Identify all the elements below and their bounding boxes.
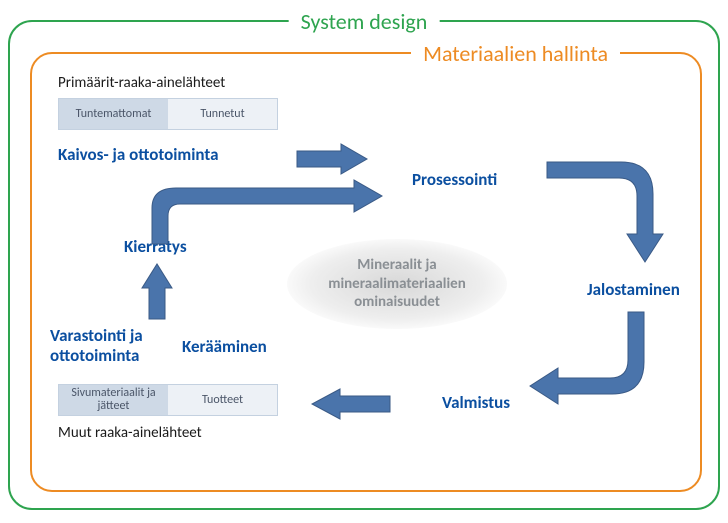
bar-other: Sivumateriaalit ja jätteet Tuotteet bbox=[58, 384, 278, 416]
stage-processing: Prosessointi bbox=[412, 169, 497, 190]
inner-frame-title: Materiaalien hallinta bbox=[411, 40, 620, 67]
arrow-refining-to-manufacturing bbox=[530, 312, 660, 412]
outer-frame-title: System design bbox=[289, 8, 440, 35]
center-ellipse-text: Mineraalit ja mineraalimateriaalien omin… bbox=[287, 256, 507, 312]
bar-primary: Tuntemattomat Tunnetut bbox=[58, 98, 278, 130]
bar-primary-left: Tuntemattomat bbox=[59, 99, 168, 129]
bar-other-right: Tuotteet bbox=[168, 385, 277, 415]
bar-other-left: Sivumateriaalit ja jätteet bbox=[59, 385, 168, 415]
stage-storage: Varastointi ja ottotoiminta bbox=[50, 326, 180, 367]
stage-refining: Jalostaminen bbox=[587, 279, 680, 300]
arrow-storage-to-recycling bbox=[140, 264, 174, 319]
inner-frame: Materiaalien hallinta Primäärit-raaka-ai… bbox=[30, 52, 702, 492]
arrow-mining-to-processing bbox=[297, 142, 367, 176]
heading-other-sources: Muut raaka-ainelähteet bbox=[58, 424, 202, 442]
bar-primary-right: Tunnetut bbox=[168, 99, 277, 129]
arrow-processing-to-refining bbox=[547, 154, 667, 264]
arrow-manufacturing-to-sources bbox=[312, 387, 390, 421]
stage-collection: Kerääminen bbox=[182, 336, 267, 357]
stage-mining: Kaivos- ja ottotoiminta bbox=[58, 144, 218, 165]
outer-frame: System design Materiaalien hallinta Prim… bbox=[8, 20, 720, 510]
arrow-recycling-to-processing bbox=[152, 184, 382, 244]
center-ellipse: Mineraalit ja mineraalimateriaalien omin… bbox=[287, 239, 507, 329]
heading-primary-sources: Primäärit-raaka-ainelähteet bbox=[58, 74, 225, 92]
stage-manufacturing: Valmistus bbox=[442, 392, 510, 413]
